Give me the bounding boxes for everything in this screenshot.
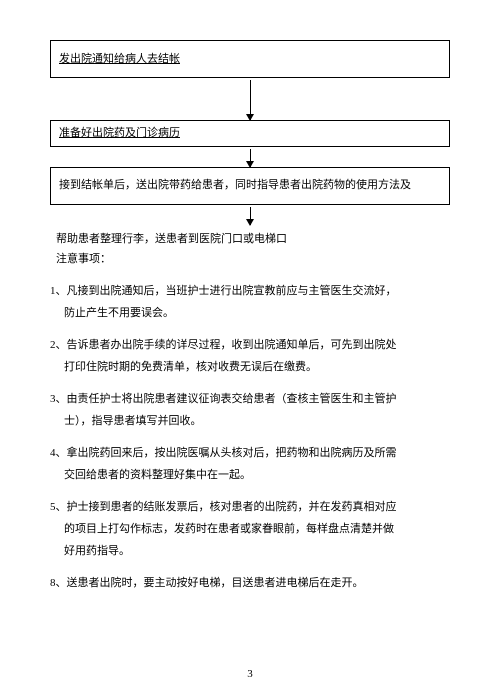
arrow-2	[50, 149, 450, 167]
note-2-line-b: 打印住院时期的免费清单，核对收费无误后在缴费。	[50, 356, 444, 378]
flow-box-3-text: 接到结帐单后，送出院带药给患者，同时指导患者出院药物的使用方法及	[59, 177, 411, 194]
arrow-1	[50, 80, 450, 120]
note-3-line-a: 3、由责任护士将出院患者建议征询表交给患者（查核主管医生和主管护	[50, 393, 397, 405]
note-4: 4、拿出院药回来后，按出院医嘱从头核对后，把药物和出院病历及所需 交回给患者的资…	[50, 442, 450, 486]
notes-header: 注意事项：	[50, 249, 450, 270]
note-1: 1、凡接到出院通知后，当班护士进行出院宣教前应与主管医生交流好， 防止产生不用要…	[50, 280, 450, 324]
note-5-line-c: 好用药指导。	[50, 540, 444, 562]
arrow-3	[50, 207, 450, 225]
note-5: 5、护士接到患者的结账发票后，核对患者的出院药，并在发药真相对应 的项目上打勾作…	[50, 496, 450, 562]
flow-box-1-text: 发出院通知给病人去结帐	[59, 51, 180, 68]
flow-box-4-line: 帮助患者整理行李，送患者到医院门口或电梯口	[50, 229, 450, 250]
flow-box-2-text: 准备好出院药及门诊病历	[59, 125, 180, 142]
note-1-line-b: 防止产生不用要误会。	[50, 302, 444, 324]
note-3-line-b: 士），指导患者填写并回收。	[50, 410, 444, 432]
flow-box-3: 接到结帐单后，送出院带药给患者，同时指导患者出院药物的使用方法及	[50, 167, 450, 205]
note-5-line-b: 的项目上打勾作标志，发药时在患者或家眷眼前，每样盘点清楚并做	[50, 518, 444, 540]
flow-box-2: 准备好出院药及门诊病历	[50, 120, 450, 147]
flow-box-1: 发出院通知给病人去结帐	[50, 40, 450, 78]
page-number: 3	[0, 668, 500, 680]
note-4-line-b: 交回给患者的资料整理好集中在一起。	[50, 464, 444, 486]
note-5-line-a: 5、护士接到患者的结账发票后，核对患者的出院药，并在发药真相对应	[50, 501, 397, 513]
note-3: 3、由责任护士将出院患者建议征询表交给患者（查核主管医生和主管护 士），指导患者…	[50, 388, 450, 432]
note-2: 2、告诉患者办出院手续的详尽过程，收到出院通知单后，可先到出院处 打印住院时期的…	[50, 334, 450, 378]
note-8: 8、送患者出院时，要主动按好电梯，目送患者进电梯后在走开。	[50, 572, 450, 594]
note-8-line: 8、送患者出院时，要主动按好电梯，目送患者进电梯后在走开。	[50, 577, 364, 589]
note-4-line-a: 4、拿出院药回来后，按出院医嘱从头核对后，把药物和出院病历及所需	[50, 447, 397, 459]
note-1-line-a: 1、凡接到出院通知后，当班护士进行出院宣教前应与主管医生交流好，	[50, 285, 397, 297]
note-2-line-a: 2、告诉患者办出院手续的详尽过程，收到出院通知单后，可先到出院处	[50, 339, 397, 351]
